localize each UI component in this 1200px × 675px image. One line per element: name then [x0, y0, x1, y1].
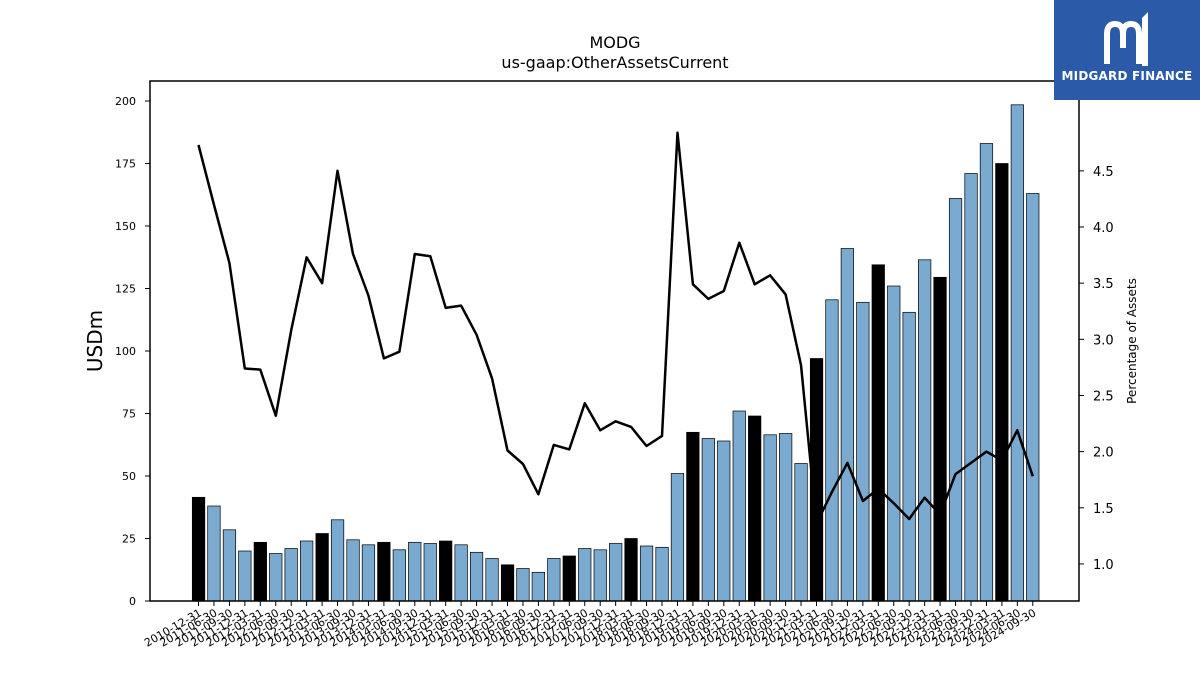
bar [269, 553, 283, 602]
y-tick-label: 100 [115, 345, 136, 358]
bar [655, 546, 669, 602]
bar [748, 415, 762, 602]
logo-text: MIDGARD FINANCE [1061, 69, 1193, 83]
bar [346, 539, 360, 602]
bar [918, 259, 932, 602]
bar [840, 248, 854, 602]
bar [948, 198, 963, 602]
y2-tick-label: 2.0 [1093, 446, 1114, 461]
bar [207, 505, 221, 602]
y-tick-label: 25 [122, 533, 136, 546]
bar [887, 285, 901, 602]
y2-tick-label: 2.5 [1093, 389, 1114, 404]
bar [222, 529, 237, 602]
bar [779, 433, 793, 602]
bar [485, 558, 499, 602]
bar [516, 568, 530, 602]
bar [439, 540, 453, 602]
bar [701, 438, 715, 602]
chart-subtitle: us-gaap:OtherAssetsCurrent [501, 53, 728, 72]
bar [933, 276, 947, 602]
bar [191, 496, 206, 602]
y2-tick-label: 3.5 [1093, 277, 1114, 292]
y-tick-label: 125 [115, 283, 136, 296]
bar [995, 163, 1009, 602]
bar [500, 564, 515, 602]
bar [902, 311, 916, 602]
bar [284, 548, 298, 602]
y2-tick-label: 1.0 [1093, 558, 1114, 573]
bar [593, 549, 607, 602]
bar [686, 431, 700, 602]
bar [300, 540, 314, 602]
y-tick-label: 150 [115, 220, 136, 233]
y2-tick-label: 3.0 [1093, 333, 1114, 348]
bar [454, 544, 468, 602]
y2-tick-label: 4.5 [1093, 165, 1114, 180]
bar [253, 541, 267, 602]
bar [763, 434, 777, 602]
y2-axis-label: Percentage of Assets [1125, 278, 1139, 404]
bar [423, 543, 437, 602]
bar [964, 173, 978, 602]
bar [547, 558, 561, 602]
bar [531, 571, 545, 602]
y-tick-label: 75 [122, 408, 136, 421]
bar [238, 550, 252, 602]
bar [1010, 104, 1024, 602]
bar [408, 541, 422, 602]
bar [609, 543, 623, 602]
bar [469, 551, 484, 602]
bar [392, 549, 406, 602]
chart-title: MODG [589, 33, 640, 52]
bar [871, 264, 885, 602]
y2-tick-label: 1.5 [1093, 502, 1114, 517]
plot-frame [149, 80, 1080, 602]
y-tick-label: 0 [129, 595, 136, 608]
bar [315, 533, 329, 602]
bar [1026, 193, 1040, 602]
y-tick-label: 50 [122, 470, 136, 483]
bar [330, 519, 345, 602]
y-axis-label: USDm [83, 310, 107, 372]
bar [377, 541, 391, 602]
bar [732, 410, 746, 602]
bar [562, 555, 576, 602]
bar [825, 299, 839, 602]
bar [979, 143, 994, 602]
bar [794, 463, 808, 602]
bar [717, 440, 731, 602]
bar [578, 548, 592, 602]
logo-m-icon [1104, 12, 1148, 66]
y-tick-label: 200 [115, 95, 136, 108]
bar [670, 473, 685, 602]
series-line [197, 131, 1034, 525]
y2-tick-label: 4.0 [1093, 221, 1114, 236]
midgard-finance-logo: MIDGARD FINANCE [1054, 0, 1200, 100]
y-tick-label: 175 [115, 158, 136, 171]
bar [639, 545, 654, 602]
bar [856, 301, 870, 602]
bar [624, 538, 638, 602]
bar [361, 544, 376, 602]
